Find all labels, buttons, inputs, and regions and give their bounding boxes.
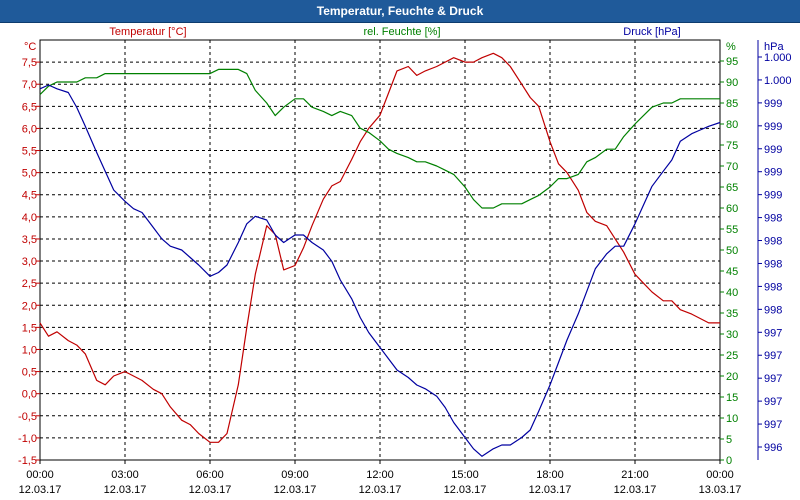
series-line-temperature [39, 52, 720, 443]
humidity-tick-label: 95 [726, 56, 738, 68]
chart-title: Temperatur, Feuchte & Druck [316, 4, 484, 18]
temperature-tick-label: 4,0 [22, 212, 37, 224]
pressure-tick-label: 999 [764, 144, 782, 156]
date-tick-label: 12.03.17 [529, 484, 572, 496]
humidity-tick-label: 25 [726, 350, 738, 362]
temperature-tick-label: -1,0 [18, 433, 37, 445]
temperature-tick-label: 3,0 [22, 256, 37, 268]
temperature-tick-label: 6,5 [22, 101, 37, 113]
time-tick-label: 18:00 [536, 469, 564, 481]
humidity-tick-label: 15 [726, 392, 738, 404]
temperature-tick-label: 2,0 [22, 300, 37, 312]
humidity-axis: 0 5 10 15 20 25 30 35 40 45 50 55 60 65 70 75 80 85 90 95% [720, 41, 738, 467]
pressure-tick-label: 998 [764, 236, 782, 248]
temperature-tick-label: -1,5 [18, 455, 37, 467]
temperature-tick-label: -0,5 [18, 411, 37, 423]
humidity-tick-label: 50 [726, 245, 738, 257]
time-axis: 00:00 12.03.17 03:00 12.03.17 06:00 12.03.17 0… [19, 460, 742, 496]
humidity-tick-label: 20 [726, 371, 738, 383]
temperature-tick-label: 3,5 [22, 234, 37, 246]
temperature-tick-label: 7,0 [22, 79, 37, 91]
humidity-tick-label: 60 [726, 203, 738, 215]
humidity-tick-label: 75 [726, 140, 738, 152]
humidity-tick-label: 85 [726, 98, 738, 110]
pressure-tick-label: 999 [764, 167, 782, 179]
temperature-tick-label: 5,0 [22, 168, 37, 180]
series-line-humidity [39, 68, 720, 209]
time-tick-label: 12:00 [366, 469, 394, 481]
temperature-tick-label: 6,0 [22, 123, 37, 135]
time-tick-label: 06:00 [196, 469, 224, 481]
temperature-tick-label: 1,0 [22, 344, 37, 356]
date-tick-label: 12.03.17 [274, 484, 317, 496]
pressure-axis: 996 997 997 997 997 997 998 998 998 998 998 999 999 9… [757, 40, 792, 460]
time-tick-label: 15:00 [451, 469, 479, 481]
temperature-tick-label: 0,0 [22, 389, 37, 401]
time-tick-label: 09:00 [281, 469, 309, 481]
humidity-tick-label: 10 [726, 413, 738, 425]
pressure-tick-label: 998 [764, 258, 782, 270]
date-tick-label: 12.03.17 [19, 484, 62, 496]
temperature-axis: -1,5 -1,0 -0,5 0,0 0,5 1,0 1,5 2,0 2,5 3,0 3,5 4,0 4… [18, 41, 40, 467]
temperature-tick-label: 5,5 [22, 146, 37, 158]
series-line-pressure [39, 84, 721, 457]
temperature-tick-label: 4,5 [22, 190, 37, 202]
humidity-tick-label: 45 [726, 266, 738, 278]
pressure-tick-label: 999 [764, 98, 782, 110]
humidity-tick-label: 70 [726, 161, 738, 173]
pressure-tick-label: 997 [764, 327, 782, 339]
date-tick-label: 13.03.17 [699, 484, 742, 496]
pressure-tick-label: 1.000 [764, 52, 792, 64]
pressure-axis-label: Druck [hPa] [623, 26, 680, 38]
pressure-tick-label: 997 [764, 350, 782, 362]
temperature-tick-label: 1,5 [22, 322, 37, 334]
date-tick-label: 12.03.17 [614, 484, 657, 496]
pressure-unit: hPa [764, 41, 784, 53]
temperature-tick-label: 7,5 [22, 57, 37, 69]
temperature-unit: °C [24, 41, 36, 53]
pressure-tick-label: 997 [764, 396, 782, 408]
temperature-axis-label: Temperatur [°C] [109, 26, 186, 38]
date-tick-label: 12.03.17 [104, 484, 147, 496]
humidity-tick-label: 90 [726, 77, 738, 89]
pressure-tick-label: 1.000 [764, 75, 792, 87]
humidity-tick-label: 55 [726, 224, 738, 236]
time-tick-label: 00:00 [706, 469, 734, 481]
pressure-tick-label: 998 [764, 281, 782, 293]
pressure-tick-label: 997 [764, 373, 782, 385]
humidity-unit: % [726, 41, 736, 53]
pressure-tick-label: 996 [764, 442, 782, 454]
time-tick-label: 00:00 [26, 469, 54, 481]
title-bar: Temperatur, Feuchte & Druck [0, 0, 800, 23]
grid [40, 40, 720, 461]
pressure-tick-label: 998 [764, 304, 782, 316]
humidity-axis-label: rel. Feuchte [%] [363, 26, 440, 38]
date-tick-label: 12.03.17 [444, 484, 487, 496]
pressure-tick-label: 997 [764, 419, 782, 431]
pressure-tick-label: 998 [764, 213, 782, 225]
humidity-tick-label: 40 [726, 287, 738, 299]
series-lines [39, 52, 721, 457]
date-tick-label: 12.03.17 [189, 484, 232, 496]
temperature-tick-label: 0,5 [22, 367, 37, 379]
humidity-tick-label: 5 [726, 434, 732, 446]
humidity-tick-label: 35 [726, 308, 738, 320]
pressure-tick-label: 999 [764, 121, 782, 133]
temperature-tick-label: 2,5 [22, 278, 37, 290]
axis-labels: Temperatur [°C] rel. Feuchte [%] Druck [hP… [109, 26, 680, 38]
humidity-tick-label: 0 [726, 455, 732, 467]
humidity-tick-label: 30 [726, 329, 738, 341]
date-tick-label: 12.03.17 [359, 484, 402, 496]
humidity-tick-label: 80 [726, 119, 738, 131]
pressure-tick-label: 999 [764, 190, 782, 202]
humidity-tick-label: 65 [726, 182, 738, 194]
time-tick-label: 21:00 [621, 469, 649, 481]
time-tick-label: 03:00 [111, 469, 139, 481]
